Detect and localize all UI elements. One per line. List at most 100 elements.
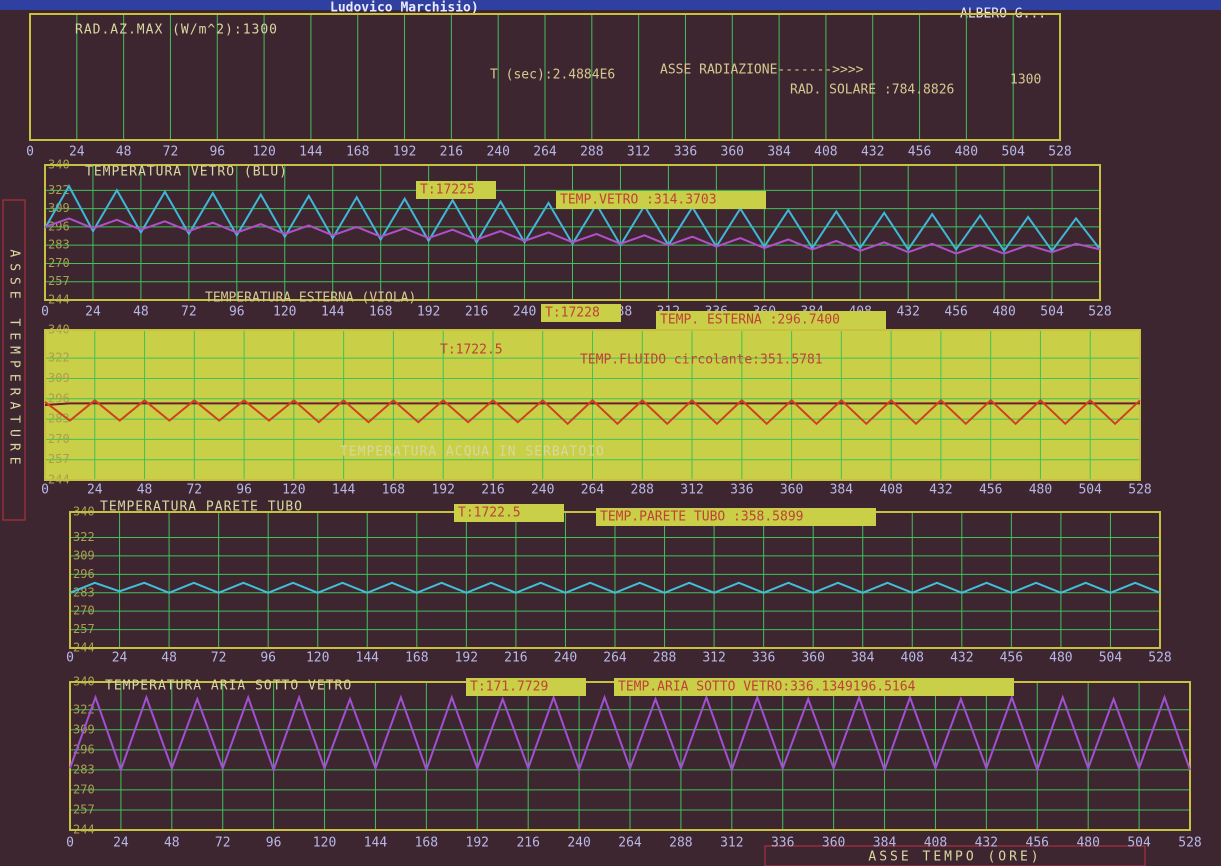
- value-banner: [416, 181, 496, 199]
- x-tick-label: 408: [879, 483, 902, 498]
- x-tick-label: 192: [417, 305, 440, 320]
- annotation: RAD. SOLARE :784.8826: [790, 83, 954, 98]
- x-tick-label: 72: [181, 305, 197, 320]
- x-tick-label: 144: [332, 483, 356, 498]
- x-tick-label: 120: [306, 651, 329, 666]
- x-tick-label: 288: [653, 651, 676, 666]
- x-tick-label: 216: [465, 305, 488, 320]
- x-tick-label: 312: [702, 651, 725, 666]
- x-tick-label: 96: [236, 483, 252, 498]
- y-tick-label: 270: [48, 256, 70, 270]
- y-tick-label: 283: [48, 412, 70, 426]
- x-tick-label: 168: [382, 483, 405, 498]
- x-tick-label: 264: [603, 651, 627, 666]
- x-tick-label: 432: [975, 836, 998, 851]
- side-box: [2, 199, 26, 521]
- series-line: [44, 402, 1140, 406]
- series-line: [44, 398, 1141, 426]
- x-tick-label: 528: [1148, 651, 1171, 666]
- y-tick-label: 309: [48, 371, 70, 385]
- x-tick-label: 120: [313, 836, 336, 851]
- x-tick-label: 216: [440, 145, 463, 160]
- panel-title: TEMPERATURA ARIA SOTTO VETRO: [105, 679, 352, 694]
- x-tick-label: 48: [137, 483, 153, 498]
- x-tick-label: 192: [393, 145, 416, 160]
- x-tick-label: 408: [901, 651, 924, 666]
- x-tick-label: 120: [252, 145, 275, 160]
- x-tick-label: 24: [85, 305, 101, 320]
- annotation: TEMP.ARIA SOTTO VETRO:336.1349196.5164: [618, 680, 916, 695]
- value-banner: [454, 504, 564, 522]
- series-line: [44, 217, 1101, 255]
- panel-title: TEMPERATURA VETRO (BLU): [85, 165, 288, 180]
- x-tick-label: 192: [431, 483, 454, 498]
- x-tick-label: 24: [69, 145, 85, 160]
- x-tick-label: 48: [164, 836, 180, 851]
- x-tick-label: 432: [896, 305, 919, 320]
- x-tick-label: 480: [1049, 651, 1072, 666]
- y-tick-label: 270: [73, 604, 95, 618]
- x-tick-label: 288: [669, 836, 692, 851]
- annotation: T:171.7729: [470, 680, 548, 695]
- x-tick-label: 240: [513, 305, 536, 320]
- value-banner: [556, 191, 766, 209]
- annotation: TEMPERATURA ESTERNA (VIOLA): [205, 291, 416, 306]
- x-tick-label: 48: [133, 305, 149, 320]
- x-tick-label: 96: [209, 145, 225, 160]
- x-tick-label: 312: [720, 836, 743, 851]
- x-tick-label: 384: [851, 651, 875, 666]
- series-line: [44, 184, 1101, 253]
- x-tick-label: 456: [944, 305, 967, 320]
- x-tick-label: 24: [112, 651, 128, 666]
- x-tick-label: 504: [1001, 145, 1025, 160]
- x-tick-label: 336: [674, 145, 697, 160]
- x-tick-label: 120: [273, 305, 296, 320]
- x-tick-label: 240: [567, 836, 590, 851]
- panel-title: TEMPERATURA PARETE TUBO: [100, 500, 303, 515]
- x-tick-label: 264: [618, 836, 642, 851]
- annotation: TEMP.FLUIDO circolante:351.5781: [580, 353, 823, 368]
- x-tick-label: 336: [771, 836, 794, 851]
- x-tick-label: 384: [830, 483, 854, 498]
- x-tick-label: 48: [161, 651, 177, 666]
- x-tick-label: 480: [1029, 483, 1052, 498]
- x-tick-label: 504: [1099, 651, 1123, 666]
- x-tick-label: 192: [466, 836, 489, 851]
- x-tick-label: 528: [1178, 836, 1201, 851]
- x-tick-label: 216: [481, 483, 504, 498]
- panel-border: [44, 164, 1101, 301]
- annotation: ASSE RADIAZIONE------->>>>: [660, 63, 864, 78]
- x-tick-label: 96: [260, 651, 276, 666]
- y-tick-label: 322: [73, 530, 95, 544]
- annotation: TEMP.PARETE TUBO :358.5899: [600, 510, 804, 525]
- x-tick-label: 168: [415, 836, 438, 851]
- x-tick-label: 312: [627, 145, 650, 160]
- y-tick-label: 322: [48, 351, 70, 365]
- annotation: T:17228: [545, 306, 600, 321]
- x-tick-label: 120: [282, 483, 305, 498]
- x-tick-label: 192: [455, 651, 478, 666]
- x-tick-label: 456: [1000, 651, 1023, 666]
- x-tick-label: 336: [730, 483, 753, 498]
- x-tick-label: 360: [721, 145, 744, 160]
- x-tick-label: 240: [486, 145, 509, 160]
- x-tick-label: 0: [26, 145, 34, 160]
- x-tick-label: 360: [801, 651, 824, 666]
- x-axis-label: ASSE TEMPO (ORE): [868, 850, 1041, 865]
- y-tick-label: 257: [73, 622, 95, 636]
- x-tick-label: 144: [299, 145, 323, 160]
- y-tick-label: 296: [48, 391, 70, 405]
- annotation: T (sec):2.4884E6: [490, 68, 615, 83]
- value-banner: [541, 304, 621, 322]
- x-tick-label: 24: [113, 836, 129, 851]
- x-tick-label: 96: [229, 305, 245, 320]
- value-banner: [596, 508, 876, 526]
- annotation: TEMP. ESTERNA :296.7400: [660, 313, 840, 328]
- x-tick-label: 264: [533, 145, 557, 160]
- y-tick-label: 296: [73, 567, 95, 581]
- x-tick-label: 0: [66, 836, 74, 851]
- y-tick-label: 257: [48, 274, 70, 288]
- annotation: T:1722.5: [458, 506, 521, 521]
- y-tick-label: 270: [48, 432, 70, 446]
